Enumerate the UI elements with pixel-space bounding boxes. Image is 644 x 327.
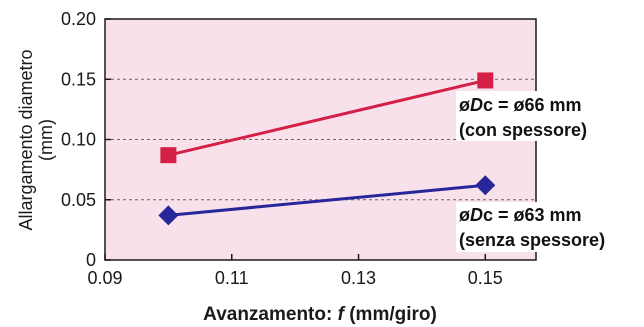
y-tick-label: 0.20 [61, 9, 96, 29]
x-tick-label: 0.09 [87, 268, 122, 288]
x-axis-label-suffix: (mm/giro) [344, 304, 437, 325]
series2-label-bg [456, 202, 638, 252]
series1-label: øDc = ø66 mm (con spessore) [456, 91, 614, 141]
series1-line [168, 78, 486, 157]
series1-label-line2: (con spessore) [459, 120, 587, 140]
x-axis-label-prefix: Avanzamento: [203, 304, 337, 325]
x-tick-label: 0.13 [341, 268, 376, 288]
x-axis-label: Avanzamento: f (mm/giro) [203, 304, 437, 325]
x-tick-label: 0.11 [215, 268, 249, 288]
series1-point [160, 147, 177, 164]
series2-point [475, 175, 496, 196]
series1-point [477, 72, 494, 89]
series2-line [168, 183, 486, 217]
series2-label: øDc = ø63 mm (senza spessore) [456, 202, 638, 252]
y-tick-label: 0 [86, 250, 96, 270]
x-axis-label-var: f [338, 304, 346, 325]
series1-label-bg [456, 91, 614, 141]
x-tick-label: 0.15 [468, 268, 503, 288]
series2-label-line2: (senza spessore) [459, 230, 605, 250]
series1-label-line1: øDc = ø66 mm [459, 95, 582, 115]
y-tick-label: 0.10 [61, 130, 96, 150]
series2-point [158, 205, 179, 226]
tick-labels: 0 0.05 0.10 0.15 0.20 0.09 0.11 0.13 0.15 [61, 9, 503, 288]
y-tick-label: 0.15 [61, 69, 96, 89]
series2-label-line1: øDc = ø63 mm [459, 205, 582, 225]
y-axis-label-line2: (mm) [36, 119, 56, 161]
y-axis-label-line1: Allargamento diametro [16, 49, 36, 230]
y-tick-label: 0.05 [61, 190, 96, 210]
series-group [158, 72, 496, 226]
